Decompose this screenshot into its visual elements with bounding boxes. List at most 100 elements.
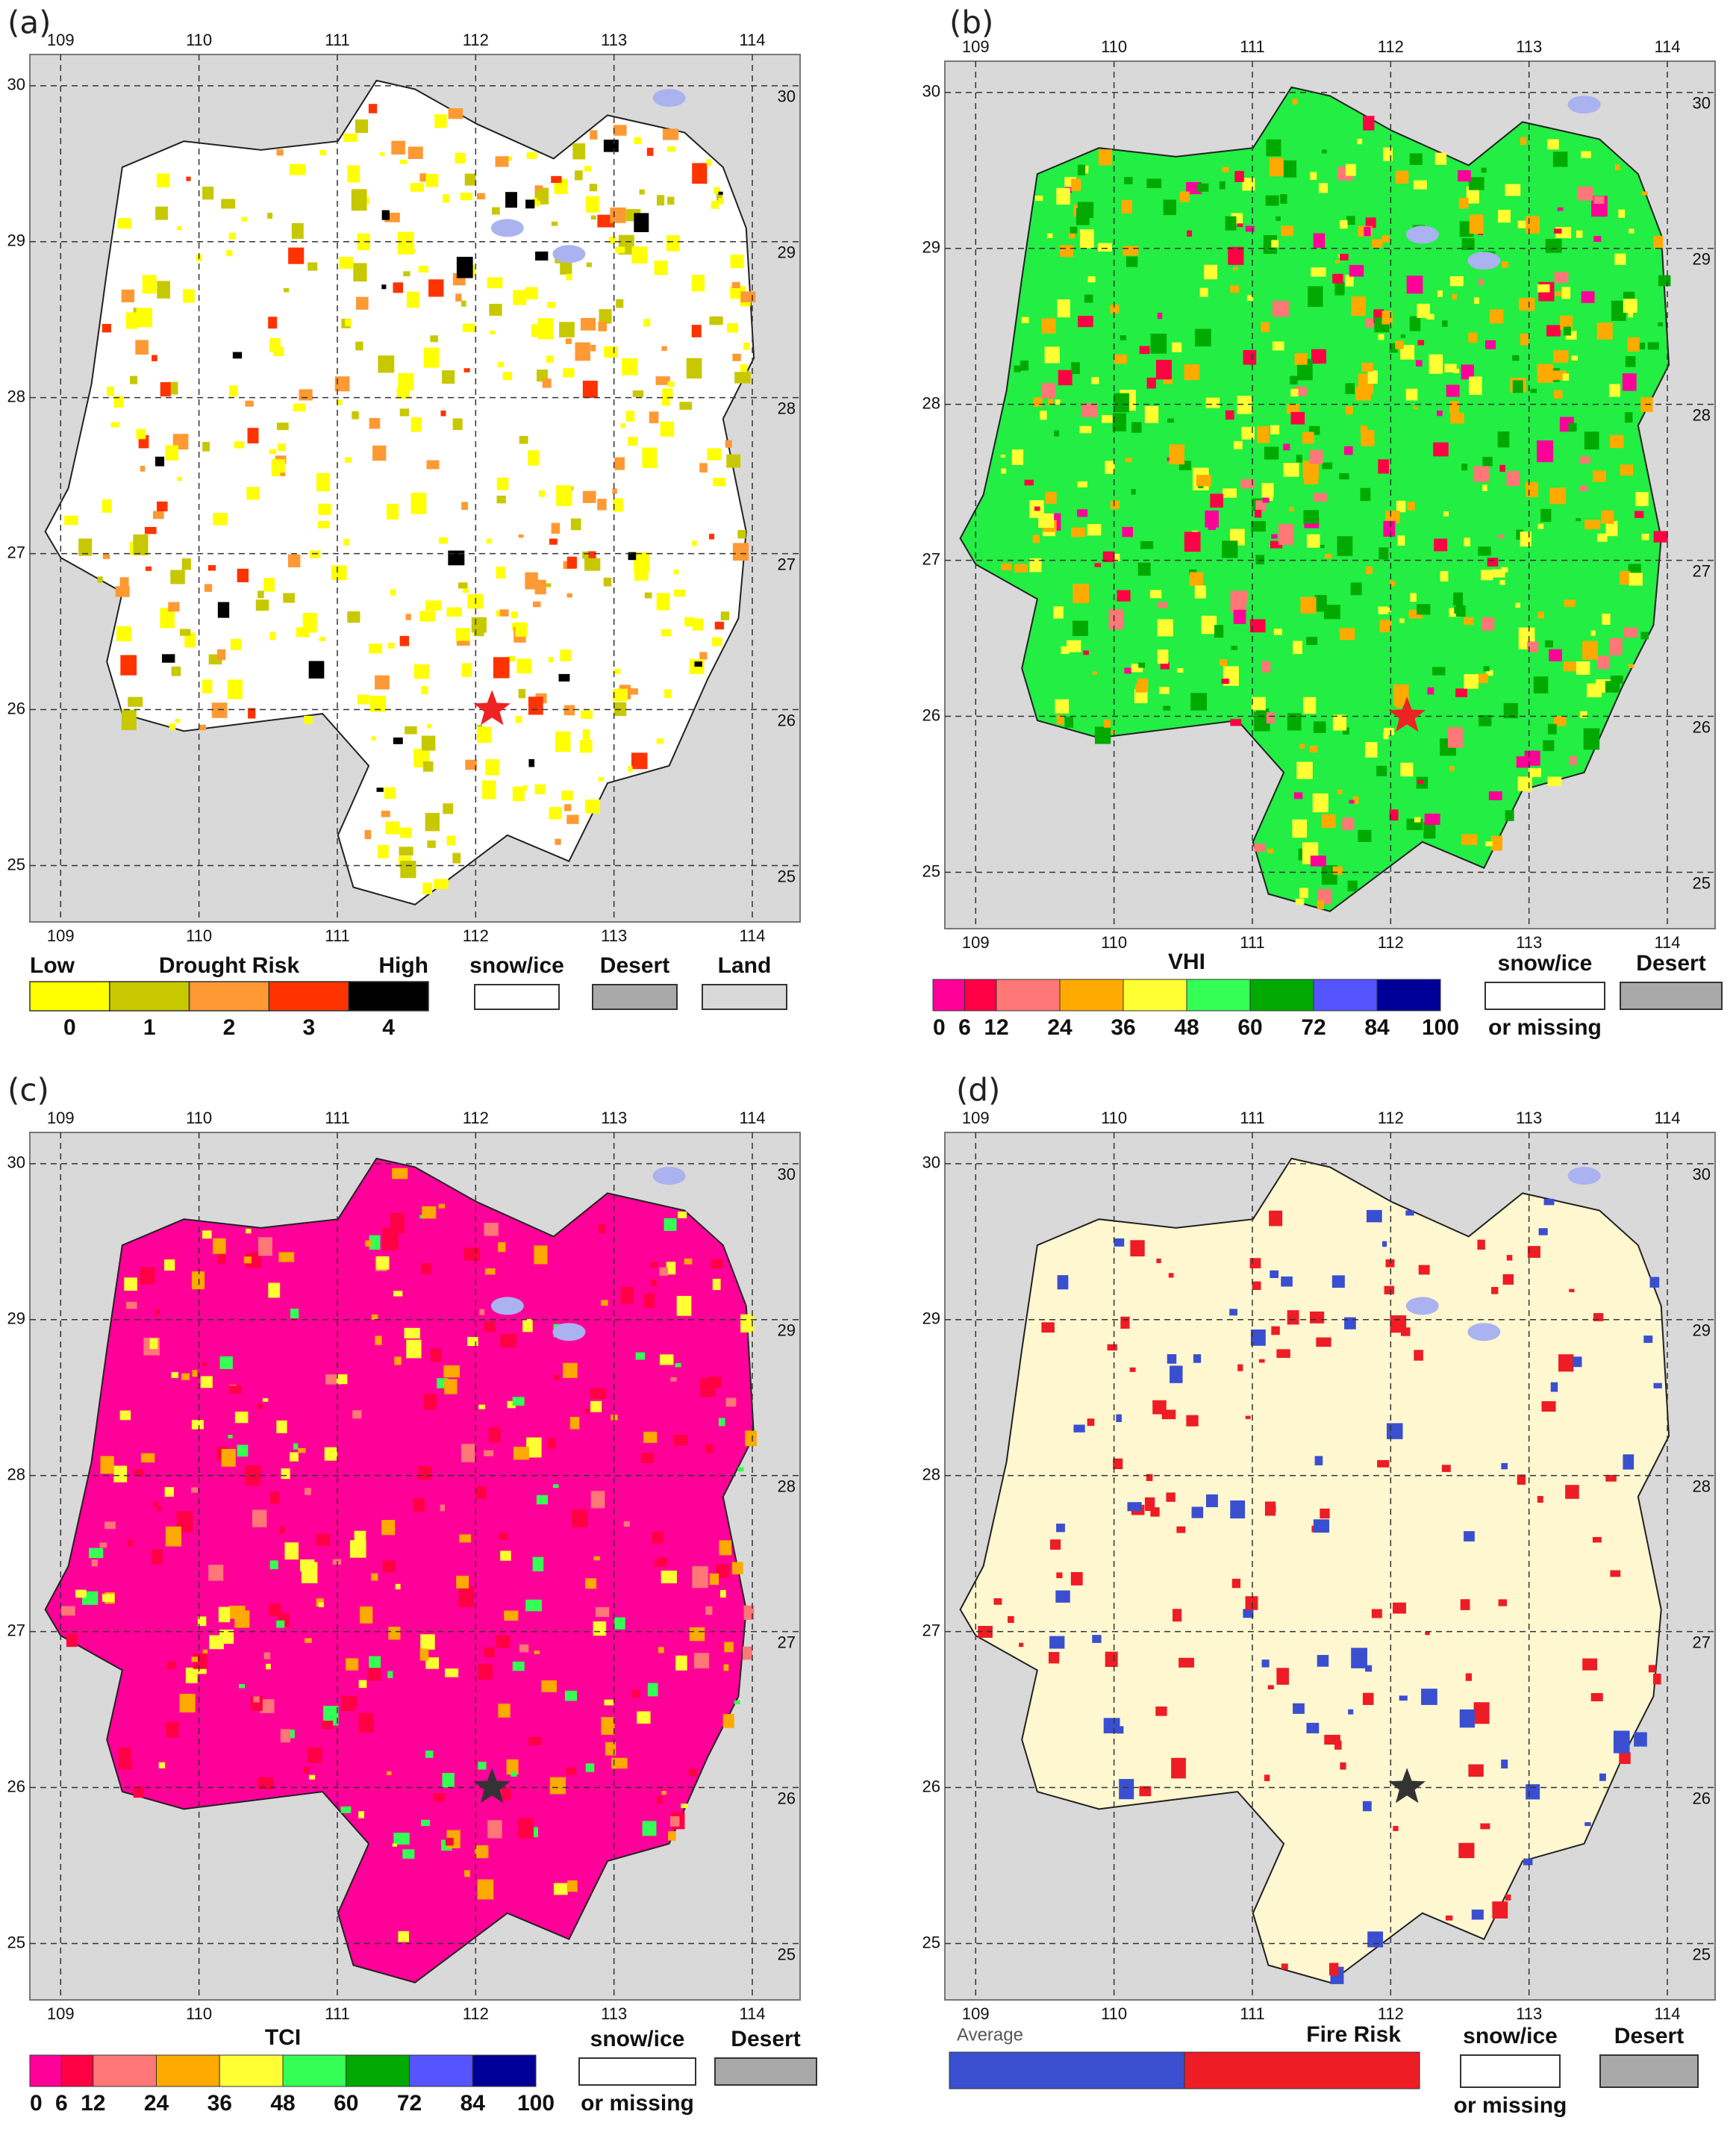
map-patch bbox=[1184, 364, 1199, 381]
map-patch bbox=[507, 655, 516, 662]
map-patch bbox=[448, 108, 463, 119]
map-patch bbox=[121, 709, 137, 731]
map-patch bbox=[452, 418, 463, 431]
map-patch bbox=[1267, 848, 1274, 853]
map-patch bbox=[660, 421, 675, 437]
map-patch bbox=[1219, 659, 1228, 667]
map-patch bbox=[1230, 719, 1242, 726]
map-patch bbox=[202, 1230, 212, 1239]
map-patch bbox=[1325, 553, 1332, 559]
map-patch bbox=[1313, 1519, 1329, 1533]
lake bbox=[1405, 1297, 1439, 1315]
map-patch bbox=[1050, 1539, 1061, 1550]
map-patch bbox=[722, 1714, 734, 1728]
map-patch bbox=[1614, 253, 1626, 265]
map-patch bbox=[1349, 265, 1364, 277]
map-patch bbox=[156, 1506, 162, 1512]
lat-label: 27 bbox=[778, 1633, 796, 1651]
map-patch bbox=[1605, 681, 1620, 693]
lat-label: 26 bbox=[1693, 1789, 1711, 1807]
map-patch bbox=[652, 1531, 664, 1544]
map-patch bbox=[1455, 688, 1467, 697]
legend-scale-label: 36 bbox=[207, 2091, 232, 2116]
map-patch bbox=[1581, 291, 1595, 303]
map-patch bbox=[620, 1286, 634, 1304]
map-patch bbox=[104, 1521, 116, 1530]
map-patch bbox=[709, 534, 715, 540]
lat-label: 29 bbox=[778, 243, 796, 262]
map-patch bbox=[1251, 696, 1266, 711]
map-patch bbox=[706, 159, 712, 166]
map-patch bbox=[661, 1570, 677, 1583]
map-patch bbox=[177, 476, 182, 481]
map-patch bbox=[171, 666, 181, 676]
map-patch bbox=[1296, 455, 1302, 463]
map-patch bbox=[394, 1356, 402, 1365]
map-patch bbox=[1417, 780, 1423, 785]
lat-label: 25 bbox=[922, 861, 940, 880]
map-patch bbox=[714, 621, 725, 630]
map-patch bbox=[1577, 186, 1593, 201]
map-patch bbox=[620, 423, 625, 428]
map-patch bbox=[421, 1819, 431, 1827]
map-patch bbox=[1399, 618, 1405, 623]
map-patch bbox=[200, 1376, 213, 1388]
map-patch bbox=[1526, 481, 1538, 497]
map-patch bbox=[1123, 246, 1139, 256]
map-patch bbox=[144, 526, 157, 534]
map-patch bbox=[1408, 609, 1423, 619]
map-patch bbox=[669, 1816, 680, 1827]
map-patch bbox=[599, 309, 612, 324]
lat-label: 28 bbox=[1693, 1477, 1711, 1495]
map-patch bbox=[1478, 278, 1484, 286]
map-patch bbox=[730, 255, 744, 269]
map-patch bbox=[561, 791, 573, 801]
map-patch bbox=[496, 1635, 511, 1648]
map-patch bbox=[1112, 413, 1127, 431]
map-patch bbox=[116, 626, 131, 642]
map-patch bbox=[1596, 655, 1610, 670]
map-patch bbox=[1105, 461, 1115, 474]
map-patch bbox=[1345, 405, 1353, 415]
map-patch bbox=[496, 495, 506, 504]
map-patch bbox=[1331, 1275, 1345, 1288]
map-patch bbox=[1562, 373, 1570, 381]
map-patch bbox=[339, 257, 354, 269]
map-patch bbox=[1310, 449, 1323, 464]
map-patch bbox=[1225, 216, 1237, 231]
map-patch bbox=[358, 1712, 375, 1733]
map-patch bbox=[1424, 813, 1440, 825]
map-patch bbox=[558, 673, 570, 682]
map-patch bbox=[1584, 520, 1601, 530]
map-patch bbox=[376, 1256, 390, 1270]
map-patch bbox=[276, 149, 284, 156]
map-patch bbox=[1492, 569, 1505, 578]
map-patch bbox=[1055, 699, 1070, 714]
map-patch bbox=[1413, 180, 1427, 190]
map-patch bbox=[1561, 287, 1571, 299]
lat-label: 26 bbox=[7, 699, 25, 717]
map-patch bbox=[1625, 412, 1633, 423]
map-patch bbox=[608, 236, 616, 244]
map-patch bbox=[1546, 139, 1559, 150]
map-patch bbox=[1230, 1500, 1246, 1519]
map-patch bbox=[1049, 1636, 1065, 1649]
map-patch bbox=[371, 1573, 378, 1581]
map-patch bbox=[1481, 617, 1495, 632]
map-patch bbox=[1303, 467, 1319, 484]
map-patch bbox=[1114, 354, 1127, 364]
map-patch bbox=[656, 195, 665, 206]
map-patch bbox=[351, 189, 367, 211]
map-patch bbox=[197, 1616, 207, 1627]
map-patch bbox=[656, 1796, 663, 1804]
map-patch bbox=[590, 215, 596, 220]
map-patch bbox=[142, 275, 157, 294]
legend-other: Desert bbox=[600, 953, 669, 978]
lat-label: 28 bbox=[778, 399, 796, 417]
map-patch bbox=[1262, 497, 1270, 503]
map-patch bbox=[1453, 592, 1464, 606]
map-patch bbox=[1131, 664, 1143, 673]
map-patch bbox=[388, 1627, 401, 1640]
legend-low: Average bbox=[957, 2025, 1023, 2045]
map-patch bbox=[1386, 607, 1392, 612]
